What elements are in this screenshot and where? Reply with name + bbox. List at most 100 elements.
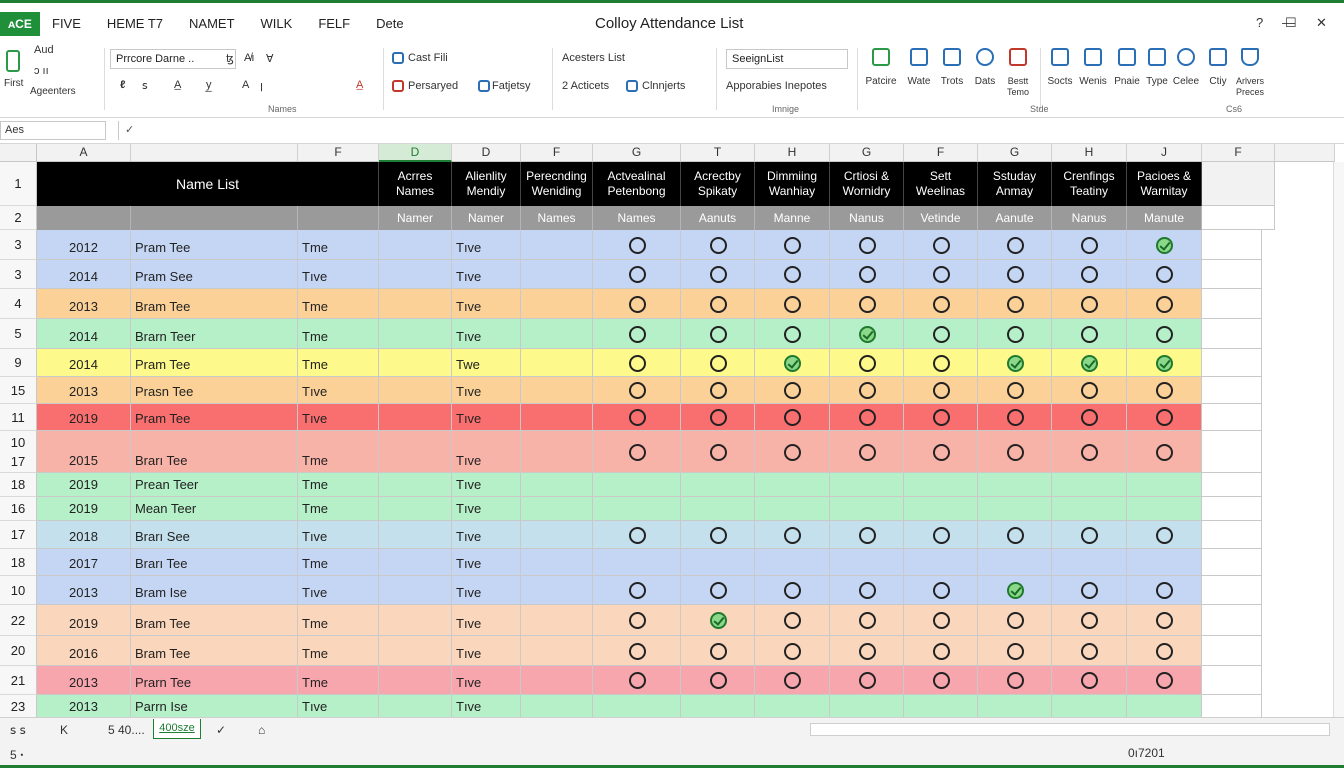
options-button[interactable]: Apporabies Inepotes — [726, 80, 827, 92]
table-cell[interactable] — [521, 497, 593, 521]
attendance-circle-icon[interactable] — [709, 295, 727, 313]
table-cell[interactable] — [1202, 349, 1262, 377]
table-cell[interactable]: Pram See — [131, 260, 298, 289]
table-cell[interactable]: Tıve — [298, 521, 379, 549]
attendance-circle-icon[interactable] — [709, 409, 727, 426]
attendance-circle-icon[interactable] — [628, 266, 646, 283]
table-cell[interactable] — [978, 497, 1052, 521]
column-header[interactable] — [1275, 144, 1335, 162]
row-header[interactable]: 17 — [0, 521, 37, 549]
table-cell[interactable] — [978, 349, 1052, 377]
attendance-circle-icon[interactable] — [1156, 382, 1173, 399]
table-cell[interactable] — [1202, 377, 1262, 404]
table-cell[interactable] — [1052, 636, 1127, 666]
table-cell[interactable] — [1052, 431, 1127, 473]
tool-button-document[interactable]: Pnaie — [1107, 48, 1147, 87]
check-icon[interactable]: ✓ — [216, 723, 227, 737]
table-cell[interactable]: 2015 — [37, 431, 131, 473]
menu-tab-data[interactable]: Dete — [376, 16, 404, 31]
table-cell[interactable] — [379, 230, 452, 260]
attendance-circle-icon[interactable] — [709, 642, 727, 660]
table-cell[interactable]: Pram Tee — [131, 404, 298, 431]
cut-button[interactable]: Aud — [34, 44, 54, 56]
table-cell[interactable]: Mean Teer — [131, 497, 298, 521]
font-color-button[interactable]: y̲ — [206, 79, 212, 91]
table-cell[interactable] — [755, 497, 830, 521]
column-header[interactable]: J — [1127, 144, 1202, 162]
table-cell[interactable] — [379, 473, 452, 497]
tool-button-palette[interactable]: Patcire — [861, 48, 901, 87]
table-cell[interactable] — [593, 377, 681, 404]
table-cell[interactable]: Tme — [298, 289, 379, 319]
attendance-circle-icon[interactable] — [1006, 382, 1024, 399]
table-cell[interactable] — [1127, 289, 1202, 319]
column-header[interactable]: F — [298, 144, 379, 162]
attendance-circle-icon[interactable] — [1081, 526, 1098, 544]
table-cell[interactable] — [521, 230, 593, 260]
table-cell[interactable] — [904, 431, 978, 473]
tool-button-copy[interactable]: Trots — [932, 48, 972, 87]
table-cell[interactable] — [830, 636, 904, 666]
attendance-circle-icon[interactable] — [858, 612, 876, 629]
name-box[interactable]: Aes — [0, 121, 106, 140]
chevron-down-icon[interactable]: ꜩ — [226, 53, 234, 65]
table-cell[interactable]: 2013 — [37, 289, 131, 319]
table-cell[interactable]: Tıve — [298, 377, 379, 404]
attendance-circle-icon[interactable] — [784, 612, 801, 629]
table-cell[interactable] — [755, 473, 830, 497]
table-cell[interactable] — [593, 230, 681, 260]
table-cell[interactable]: Pram Tee — [131, 230, 298, 260]
row-header[interactable]: 18 — [0, 549, 37, 576]
table-cell[interactable] — [1202, 636, 1262, 666]
close-button[interactable]: ✕ — [1316, 15, 1327, 30]
row-header[interactable]: 3 — [0, 230, 37, 260]
table-cell[interactable] — [521, 636, 593, 666]
table-cell[interactable]: Brarı Tee — [131, 431, 298, 473]
attendance-circle-icon[interactable] — [628, 612, 646, 629]
table-cell[interactable]: Tme — [298, 319, 379, 349]
table-cell[interactable] — [521, 377, 593, 404]
tool-button-link[interactable]: Wate — [899, 48, 939, 87]
shrink-font-button[interactable]: Ɐ — [266, 53, 274, 65]
attendance-circle-icon[interactable] — [932, 526, 950, 544]
table-cell[interactable] — [1202, 666, 1262, 695]
attendance-circle-icon[interactable] — [1006, 526, 1024, 544]
table-cell[interactable] — [1052, 549, 1127, 576]
attendance-circle-icon[interactable] — [1156, 672, 1173, 689]
vertical-scrollbar[interactable] — [1333, 162, 1344, 717]
table-cell[interactable] — [379, 260, 452, 289]
attendance-circle-icon[interactable] — [628, 443, 646, 461]
table-cell[interactable] — [830, 666, 904, 695]
copy-button[interactable]: ↄ‌ ıı — [34, 65, 49, 77]
table-cell[interactable]: Tıve — [452, 497, 521, 521]
table-cell[interactable] — [755, 404, 830, 431]
table-cell[interactable] — [1052, 289, 1127, 319]
column-header[interactable]: F — [1202, 144, 1275, 162]
table-cell[interactable] — [379, 666, 452, 695]
table-cell[interactable] — [593, 319, 681, 349]
table-cell[interactable] — [1127, 605, 1202, 636]
attendance-checked-icon[interactable] — [1081, 354, 1098, 372]
attendance-circle-icon[interactable] — [628, 382, 646, 399]
table-cell[interactable] — [1052, 404, 1127, 431]
table-cell[interactable] — [978, 636, 1052, 666]
table-cell[interactable] — [681, 319, 755, 349]
table-cell[interactable] — [1052, 319, 1127, 349]
table-cell[interactable]: Tıve — [452, 473, 521, 497]
table-cell[interactable] — [830, 319, 904, 349]
table-cell[interactable] — [904, 605, 978, 636]
table-cell[interactable] — [379, 695, 452, 717]
table-cell[interactable] — [1202, 230, 1262, 260]
attendance-circle-icon[interactable] — [1006, 266, 1024, 283]
table-cell[interactable]: Bram Tee — [131, 289, 298, 319]
table-cell[interactable]: Tıve — [452, 230, 521, 260]
attendance-circle-icon[interactable] — [858, 266, 876, 283]
attendance-circle-icon[interactable] — [932, 582, 950, 599]
attendance-circle-icon[interactable] — [1156, 266, 1173, 283]
column-header[interactable]: G — [830, 144, 904, 162]
table-cell[interactable] — [521, 605, 593, 636]
column-header[interactable]: G — [593, 144, 681, 162]
table-cell[interactable]: 2012 — [37, 230, 131, 260]
table-cell[interactable] — [681, 605, 755, 636]
table-cell[interactable] — [521, 431, 593, 473]
